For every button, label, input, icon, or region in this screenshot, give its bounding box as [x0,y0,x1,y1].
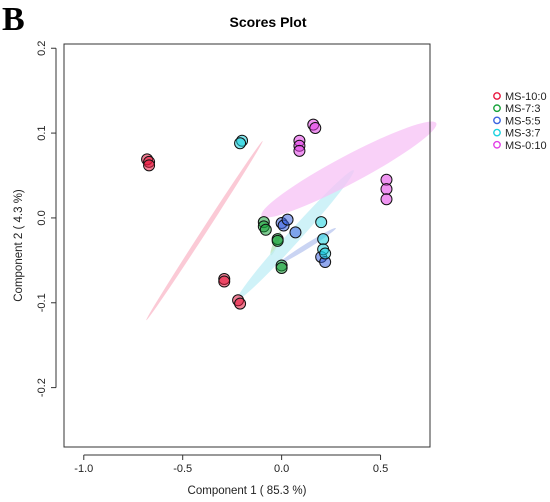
y-axis: -0.2 -0.1 0.0 0.1 0.2 [36,41,57,397]
data-points [141,118,393,310]
y-tick-label: -0.2 [36,378,48,397]
legend-marker [493,140,501,149]
data-point [281,213,294,226]
data-point [293,144,306,157]
panel-letter: B [2,1,25,38]
data-point [289,226,302,239]
data-point [234,297,247,310]
data-point [259,223,272,236]
x-tick-label: -1.0 [74,463,93,475]
data-point [380,193,393,206]
legend-label: MS-10:0 [505,91,547,103]
data-point [319,247,332,260]
legend-marker [493,116,501,125]
legend-label: MS-0:10 [505,140,547,152]
x-tick-label: 0.5 [373,463,388,475]
data-point [309,121,322,134]
legend-label: MS-7:3 [505,103,540,115]
y-axis-label: Component 2 ( 4.3 %) [13,189,25,302]
data-point [218,275,231,288]
x-axis: -1.0 -0.5 0.0 0.5 [74,454,388,475]
legend: MS-10:0MS-7:3MS-5:5MS-3:7MS-0:10 [493,91,547,152]
data-point [380,183,393,196]
legend-marker [493,104,501,113]
x-tick-label: 0.0 [274,463,289,475]
y-tick-label: 0.1 [36,125,48,140]
data-point [271,234,284,247]
plot-frame [63,43,431,448]
legend-label: MS-3:7 [505,128,540,140]
data-point [275,261,288,274]
chart-title: Scores Plot [229,14,306,30]
ellipse-MS-0-10 [261,121,437,218]
legend-marker [493,92,501,100]
y-tick-label: 0.2 [36,41,48,56]
x-tick-label: -0.5 [173,463,192,475]
confidence-ellipses [146,121,437,321]
data-point [234,137,247,150]
data-point [143,159,156,172]
x-axis-label: Component 1 ( 85.3 %) [188,485,307,497]
legend-label: MS-5:5 [505,115,540,127]
ellipse-MS-10-0 [146,141,263,321]
y-tick-label: 0.0 [36,210,48,225]
data-point [315,216,328,229]
y-tick-label: -0.1 [36,293,48,312]
data-point [317,233,330,246]
legend-marker [493,128,501,137]
